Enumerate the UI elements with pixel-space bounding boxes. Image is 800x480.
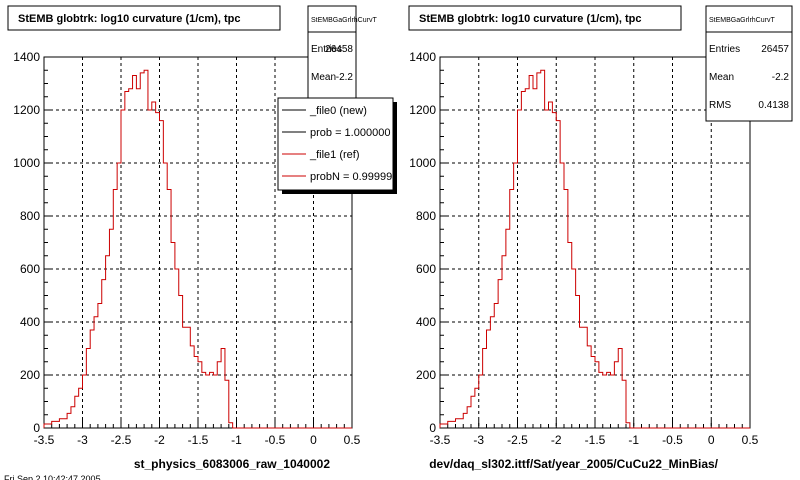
x-tick-label: -3	[77, 433, 88, 447]
x-tick-label: -2	[551, 433, 562, 447]
x-tick-label: -1.5	[585, 433, 606, 447]
x-axis-label: dev/daq_sl302.ittf/Sat/year_2005/CuCu22_…	[429, 457, 718, 471]
series-line-1	[439, 69, 750, 429]
chart-title-box: StEMB globtrk: log10 curvature (1/cm), t…	[7, 5, 281, 31]
x-tick-label: -3	[473, 433, 484, 447]
y-tick-label: 200	[416, 368, 436, 382]
y-tick-label: 800	[416, 209, 436, 223]
x-tick-label: -1	[628, 433, 639, 447]
y-tick-label: 400	[416, 315, 436, 329]
x-tick-label: -2.5	[507, 433, 528, 447]
series-line-1	[43, 69, 352, 429]
x-tick-label: 0	[708, 433, 715, 447]
footer-timestamp: Fri Sep 2 10:42:47 2005	[4, 474, 101, 480]
legend: _file0 (new) prob = 1.000000 _file1 (ref) p…	[277, 97, 397, 194]
stats-value: -2.2	[336, 72, 354, 83]
stats-label: RMS	[709, 100, 732, 111]
x-tick-label: 0.5	[344, 433, 361, 447]
stats-label: Entries	[311, 44, 342, 55]
stats-label: Entries	[709, 44, 740, 55]
x-tick-label: -0.5	[662, 433, 683, 447]
x-tick-label: -3.5	[430, 433, 451, 447]
legend-label: _file0 (new)	[309, 105, 367, 117]
legend-frame	[277, 97, 394, 191]
y-tick-label: 1400	[13, 50, 40, 64]
stats-name: StEMBGaGrlrhCurvT	[311, 17, 377, 24]
x-tick-label: -2	[154, 433, 165, 447]
y-tick-label: 1400	[409, 50, 436, 64]
stats-value: 26457	[761, 44, 789, 55]
y-tick-label: 600	[416, 262, 436, 276]
x-axis-label: st_physics_6083006_raw_1040002	[134, 457, 330, 471]
title-frame	[7, 5, 281, 31]
stats-label: Mean	[709, 72, 734, 83]
legend-label: _file1 (ref)	[309, 149, 360, 161]
y-tick-label: 1200	[409, 103, 436, 117]
y-tick-label: 1000	[409, 156, 436, 170]
y-tick-label: 1200	[13, 103, 40, 117]
x-tick-label: 0	[310, 433, 317, 447]
chart-title: StEMB globtrk: log10 curvature (1/cm), t…	[419, 13, 641, 25]
chart-panel-1: -3.5 -3 -2.5 -2 -1.5 -1 -0.5 0 0.5 0 200 400 600 800 1…	[7, 5, 397, 471]
x-tick-label: -1	[231, 433, 242, 447]
stats-box: StEMBGaGrlrhCurvT Entries 26457 Mean -2.2 RMS…	[705, 5, 793, 122]
legend-entries: _file0 (new) prob = 1.000000 _file1 (ref) p…	[282, 105, 392, 183]
x-tick-label: -0.5	[265, 433, 286, 447]
stats-label: Mean	[311, 72, 336, 83]
x-tick-label: -1.5	[188, 433, 209, 447]
stats-name: StEMBGaGrlrhCurvT	[709, 17, 775, 24]
stats-value: -2.2	[772, 72, 790, 83]
x-tick-label: -2.5	[111, 433, 132, 447]
stats-frame	[705, 5, 793, 122]
y-tick-label: 800	[20, 209, 40, 223]
legend-label: prob = 1.000000	[310, 127, 390, 139]
chart-panel-2: -3.5 -3 -2.5 -2 -1.5 -1 -0.5 0 0.5 0 200 400 600 800 1…	[408, 5, 793, 471]
legend-label: probN = 0.99999	[310, 171, 392, 183]
title-frame	[408, 5, 682, 31]
y-tick-label: 400	[20, 315, 40, 329]
stats-frame	[307, 5, 357, 113]
y-tick-label: 200	[20, 368, 40, 382]
chart-title-box: StEMB globtrk: log10 curvature (1/cm), t…	[408, 5, 682, 31]
y-tick-label: 0	[33, 421, 40, 435]
y-tick-label: 0	[429, 421, 436, 435]
y-tick-label: 1000	[13, 156, 40, 170]
y-tick-label: 600	[20, 262, 40, 276]
x-tick-label: 0.5	[742, 433, 759, 447]
x-tick-label: -3.5	[34, 433, 55, 447]
stats-value: 0.4138	[758, 100, 789, 111]
stats-value: 26458	[325, 44, 353, 55]
chart-title: StEMB globtrk: log10 curvature (1/cm), t…	[18, 13, 240, 25]
